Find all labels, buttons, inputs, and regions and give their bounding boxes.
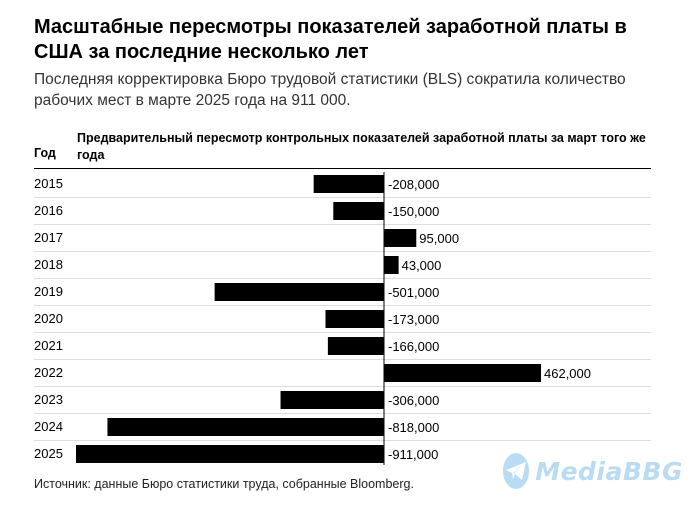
chart-rows: 2015 -208,000 2016 -150,000 2017 95,000 2018 43… bbox=[34, 175, 651, 463]
bar-2020 bbox=[325, 310, 384, 328]
value-label-2025: -911,000 bbox=[388, 447, 438, 462]
year-label-2024: 2024 bbox=[34, 419, 63, 434]
year-label-2019: 2019 bbox=[34, 284, 63, 299]
source-note: Источник: данные Бюро статистики труда, … bbox=[34, 477, 414, 491]
value-label-2021: -166,000 bbox=[388, 339, 439, 354]
year-label-2023: 2023 bbox=[34, 392, 63, 407]
value-label-2022: 462,000 bbox=[544, 366, 591, 381]
value-label-2019: -501,000 bbox=[388, 285, 439, 300]
watermark-text: MediaBBG bbox=[535, 456, 683, 486]
bar-2022 bbox=[384, 364, 541, 382]
chart-title: Масштабные пересмотры показателей зарабо… bbox=[34, 16, 627, 63]
value-label-2024: -818,000 bbox=[388, 420, 439, 435]
value-label-2016: -150,000 bbox=[388, 204, 439, 219]
year-label-2018: 2018 bbox=[34, 257, 63, 272]
bar-2025 bbox=[76, 445, 384, 463]
bar-2016 bbox=[333, 202, 384, 220]
year-label-2025: 2025 bbox=[34, 446, 63, 461]
year-label-2015: 2015 bbox=[34, 176, 63, 191]
value-column-header: Предварительный пересмотр контрольных по… bbox=[77, 131, 646, 162]
value-label-2015: -208,000 bbox=[388, 177, 439, 192]
year-label-2017: 2017 bbox=[34, 230, 63, 245]
year-column-header: Год bbox=[34, 146, 56, 160]
bar-2024 bbox=[107, 418, 384, 436]
bar-2015 bbox=[313, 175, 384, 193]
bar-2019 bbox=[214, 283, 384, 301]
value-label-2023: -306,000 bbox=[388, 393, 439, 408]
value-label-2020: -173,000 bbox=[388, 312, 439, 327]
chart-subtitle: Последняя корректировка Бюро трудовой ст… bbox=[34, 71, 626, 109]
year-label-2022: 2022 bbox=[34, 365, 63, 380]
value-label-2018: 43,000 bbox=[402, 258, 442, 273]
year-label-2016: 2016 bbox=[34, 203, 63, 218]
header-divider bbox=[34, 168, 651, 169]
telegram-paper-plane-icon bbox=[503, 453, 530, 489]
bar-2017 bbox=[384, 229, 417, 247]
bar-2021 bbox=[327, 337, 384, 355]
watermark: MediaBBG bbox=[503, 451, 683, 491]
bar-2023 bbox=[280, 391, 384, 409]
year-label-2020: 2020 bbox=[34, 311, 63, 326]
value-label-2017: 95,000 bbox=[419, 231, 459, 246]
bar-2018 bbox=[384, 256, 399, 274]
year-label-2021: 2021 bbox=[34, 338, 63, 353]
